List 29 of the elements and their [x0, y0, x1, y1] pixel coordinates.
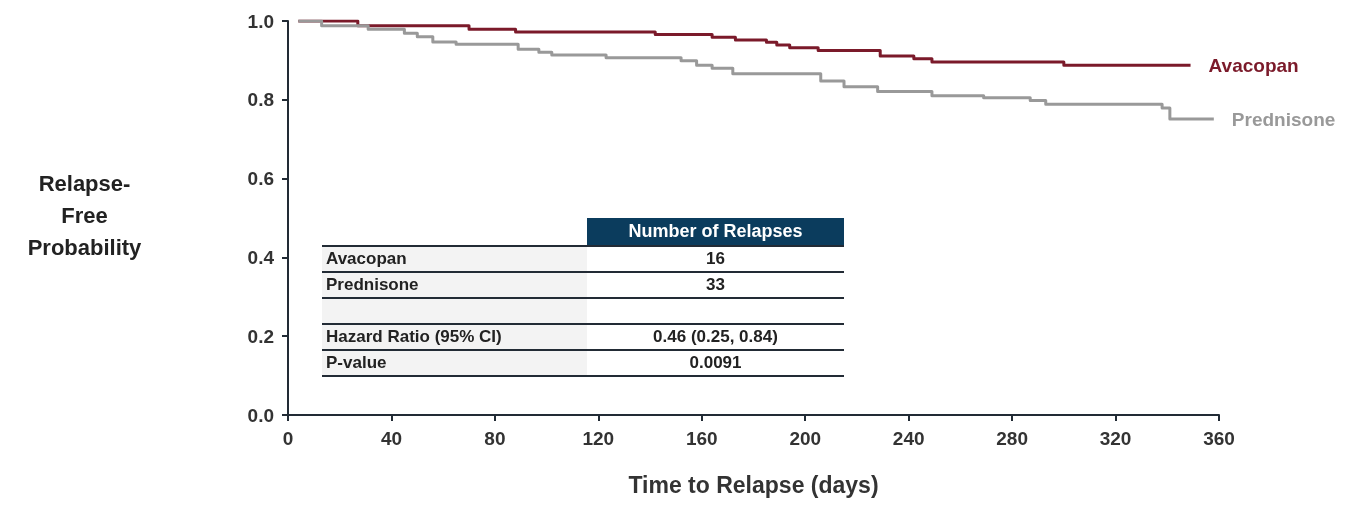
x-tick-label: 40 [380, 428, 403, 449]
y-tick-label: 1.0 [247, 10, 274, 32]
y-axis-title: Relapse-Free Probability [26, 170, 143, 262]
x-tick-label: 200 [789, 428, 822, 449]
y-tick-label: 0.6 [247, 168, 274, 190]
annotation: P-value [322, 351, 587, 375]
annotation: Number of Relapses [587, 218, 844, 245]
x-tick-label: 0 [282, 428, 294, 449]
y-tick-label: 0.0 [247, 404, 274, 426]
y-tick-label: 0.4 [247, 246, 275, 268]
annotation: 16 [705, 248, 726, 270]
annotation: 0.0091 [688, 352, 743, 374]
y-tick-label: 0.2 [247, 325, 274, 347]
x-tick-label: 360 [1203, 428, 1235, 449]
x-tick-label: 120 [582, 428, 615, 449]
annotation: Avacopan [322, 247, 587, 271]
series-label: Avacopan [1208, 54, 1299, 76]
x-tick-label: 240 [892, 428, 925, 449]
annotation: 33 [705, 274, 726, 296]
x-axis-title: Time to Relapse (days) [628, 471, 879, 498]
x-tick-label: 160 [685, 428, 718, 449]
series-label: Prednisone [1231, 108, 1336, 130]
annotation: Prednisone [322, 273, 587, 297]
annotation: 0.46 (0.25, 0.84) [652, 326, 779, 348]
x-tick-label: 320 [1099, 428, 1132, 449]
x-tick-label: 280 [996, 428, 1028, 449]
annotation: Hazard Ratio (95% CI) [322, 325, 587, 349]
x-tick-label: 80 [484, 428, 506, 449]
y-tick-label: 0.8 [247, 89, 274, 111]
